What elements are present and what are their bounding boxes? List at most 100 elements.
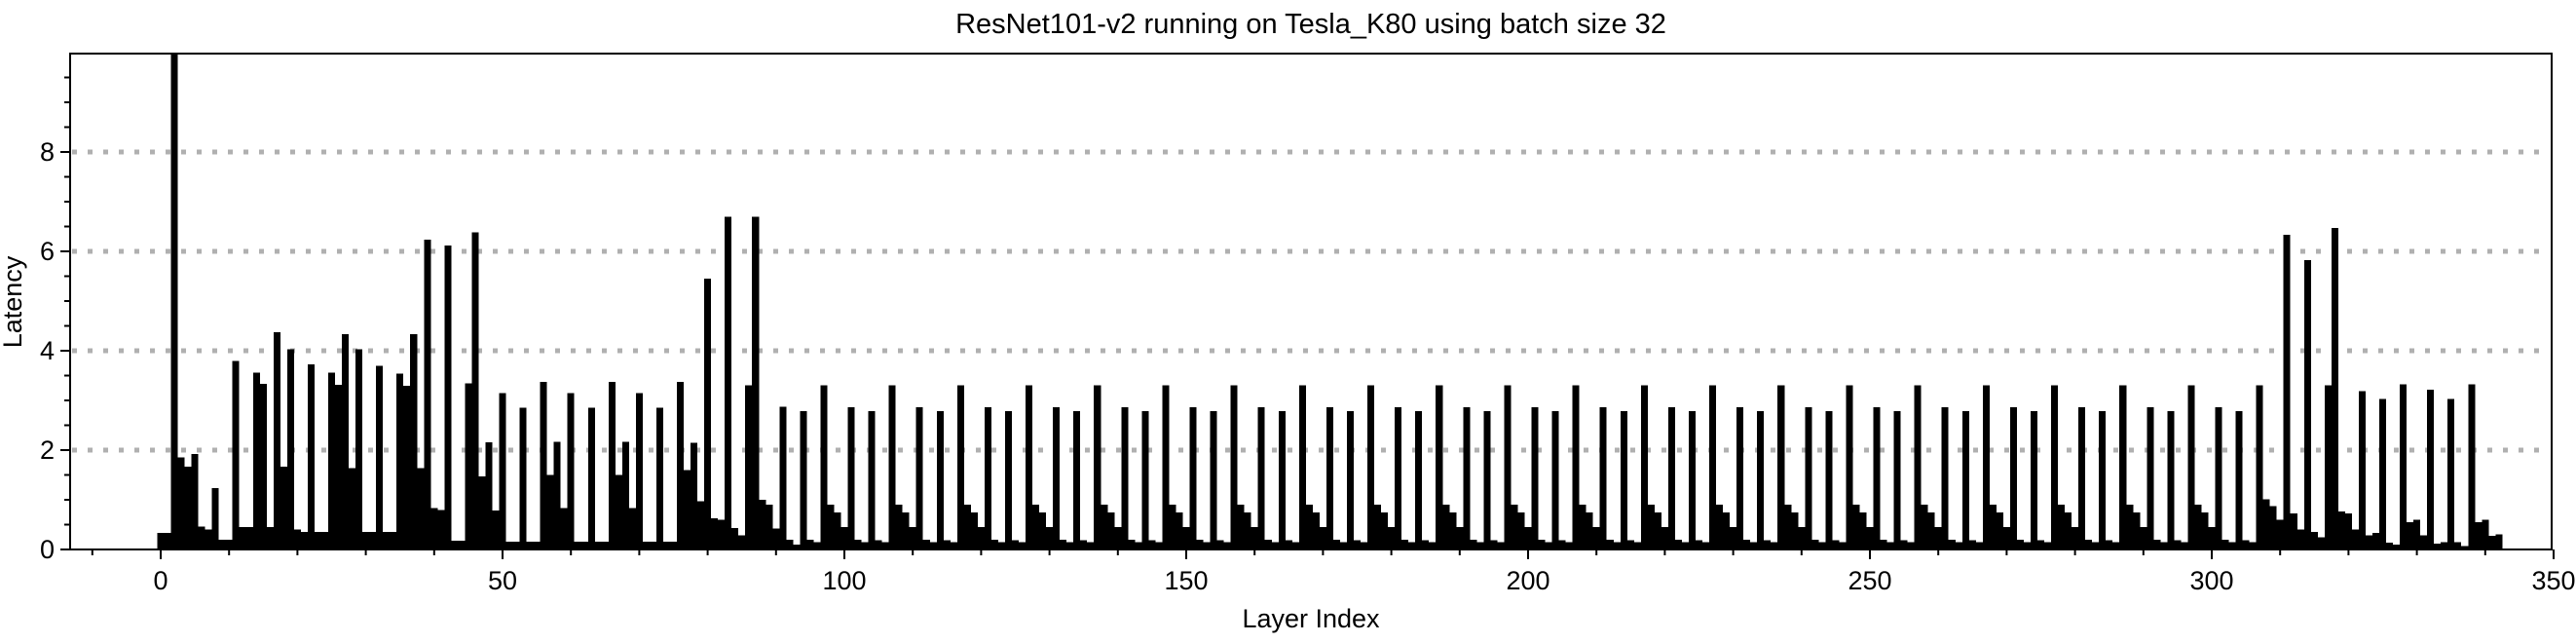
bar-50 (499, 393, 506, 549)
bar-78 (691, 442, 698, 549)
bar-60 (567, 393, 575, 549)
bar-139 (1107, 511, 1115, 549)
bar-167 (1298, 385, 1306, 549)
x-tick-label-200: 200 (1506, 566, 1549, 595)
bar-136 (1087, 542, 1095, 549)
bar-296 (2181, 542, 2188, 549)
bar-61 (574, 541, 581, 549)
bar-208 (1579, 505, 1587, 549)
bar-31 (369, 532, 377, 549)
bar-269 (1996, 511, 2003, 549)
bar-339 (2475, 521, 2483, 549)
bar-90 (772, 528, 780, 549)
bar-32 (376, 365, 384, 549)
bar-236 (1771, 542, 1778, 549)
bar-103 (861, 542, 869, 549)
bar-321 (2351, 529, 2359, 549)
bar-164 (1278, 411, 1286, 549)
bar-199 (1517, 511, 1525, 549)
bar-127 (1026, 385, 1033, 549)
bar-27 (342, 334, 350, 549)
bar-153 (1203, 542, 1211, 549)
bar-323 (2365, 535, 2372, 549)
bar-293 (2160, 542, 2168, 549)
bar-107 (888, 385, 896, 549)
bar-70 (635, 393, 643, 549)
bar-140 (1114, 527, 1122, 549)
bar-80 (704, 279, 712, 549)
bar-168 (1305, 505, 1313, 549)
bar-202 (1538, 539, 1546, 549)
bar-159 (1244, 511, 1251, 549)
bar-165 (1285, 540, 1292, 549)
bar-286 (2112, 542, 2120, 549)
x-tick-label-100: 100 (822, 566, 866, 595)
bar-10 (225, 539, 233, 549)
bar-311 (2283, 235, 2291, 550)
bar-253 (1886, 542, 1894, 549)
bar-97 (820, 385, 828, 549)
bar-276 (2044, 542, 2052, 549)
bar-148 (1169, 505, 1176, 549)
bar-151 (1189, 407, 1197, 549)
bar-231 (1736, 407, 1744, 549)
bar-232 (1743, 539, 1751, 549)
bar-93 (793, 544, 801, 549)
bar-75 (669, 541, 678, 549)
bar-292 (2153, 539, 2161, 549)
bar-295 (2174, 540, 2182, 549)
bar-76 (677, 382, 685, 549)
bar-195 (1490, 540, 1498, 549)
bar-160 (1251, 527, 1258, 549)
bar-278 (2058, 505, 2066, 549)
bar-108 (895, 505, 903, 549)
bar-183 (1408, 542, 1416, 549)
bar-216 (1633, 542, 1641, 549)
bar-116 (950, 542, 957, 549)
y-axis-label: Latency (0, 255, 27, 348)
bar-243 (1818, 542, 1826, 549)
bar-22 (307, 363, 315, 549)
bar-215 (1626, 540, 1634, 549)
bar-40 (430, 508, 438, 549)
bar-251 (1873, 407, 1881, 549)
bar-11 (232, 360, 240, 549)
bar-67 (615, 474, 622, 549)
bar-300 (2208, 527, 2216, 549)
bar-64 (594, 541, 602, 549)
bar-12 (239, 527, 246, 549)
bar-21 (300, 532, 308, 549)
bar-111 (915, 407, 923, 549)
bar-36 (403, 386, 411, 549)
bar-268 (1989, 505, 1997, 549)
bar-134 (1073, 411, 1081, 549)
gridlines (72, 149, 2550, 453)
bar-125 (1011, 540, 1020, 549)
bar-35 (396, 373, 404, 549)
bar-282 (2085, 539, 2093, 549)
bar-56 (540, 382, 547, 549)
bar-98 (827, 505, 835, 549)
bar-239 (1791, 511, 1799, 549)
bar-71 (642, 541, 650, 549)
bar-157 (1230, 385, 1238, 549)
bar-23 (314, 532, 321, 549)
bar-223 (1681, 542, 1689, 549)
bar-129 (1039, 511, 1047, 549)
bar-204 (1551, 411, 1559, 549)
bar-121 (984, 407, 991, 549)
bar-9 (218, 539, 226, 549)
bar-219 (1654, 511, 1661, 549)
bar-87 (752, 216, 760, 550)
bar-285 (2106, 540, 2113, 549)
bar-17 (273, 332, 280, 549)
bar-221 (1667, 407, 1675, 549)
x-tick-labels: 0 50 100 150 200 250 300 350 (153, 566, 2575, 595)
bar-84 (731, 528, 739, 549)
y-tick-label-0: 0 (40, 535, 55, 564)
bar-143 (1135, 542, 1142, 549)
bar-180 (1388, 527, 1396, 549)
bar-274 (2030, 411, 2037, 549)
x-tick-label-300: 300 (2189, 566, 2233, 595)
bar-72 (649, 541, 656, 549)
